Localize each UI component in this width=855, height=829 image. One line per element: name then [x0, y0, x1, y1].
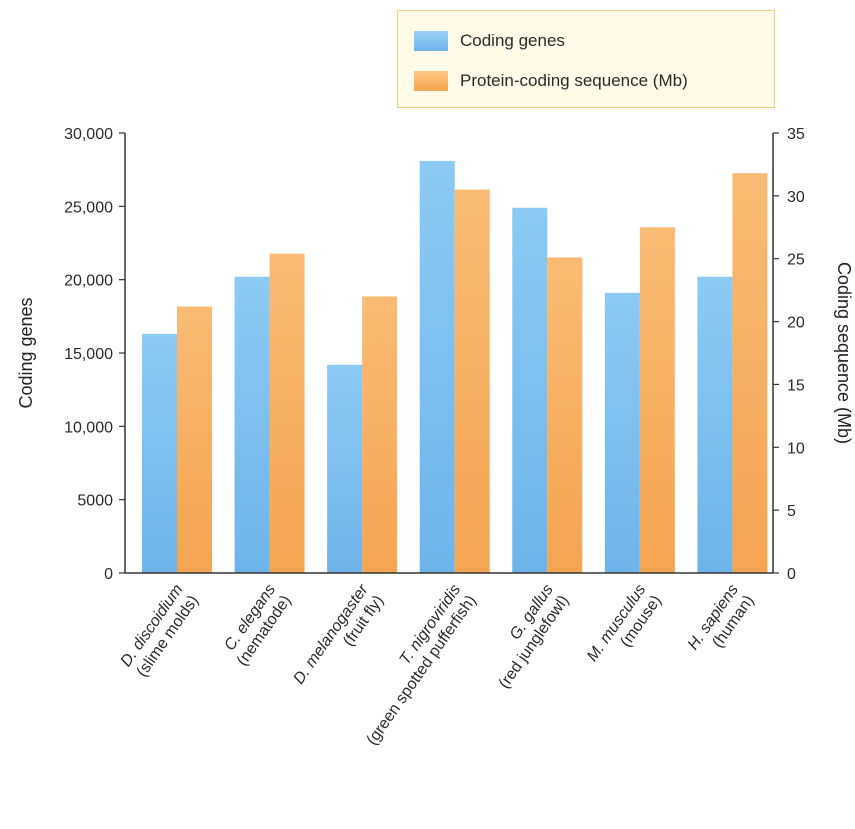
right-axis-title: Coding sequence (Mb)	[834, 262, 854, 444]
right-tick-label-0: 0	[787, 566, 796, 583]
category-label-text-1: C. elegans(nematode)	[218, 582, 294, 670]
legend-item-coding-sequence: Protein-coding sequence (Mb)	[414, 71, 688, 91]
category-label-text-5: M. musculus(mouse)	[584, 582, 665, 676]
left-tick-label-4: 20,000	[64, 273, 113, 290]
left-tick-label-3: 15,000	[64, 346, 113, 363]
legend-swatch-coding-sequence	[414, 71, 448, 91]
bar-coding-genes-2	[327, 364, 363, 573]
right-tick-label-2: 10	[787, 440, 805, 457]
bar-coding-sequence-0	[177, 306, 212, 573]
axes-group	[119, 132, 779, 574]
left-tick-label-0: 0	[104, 566, 113, 583]
category-label-5: M. musculus(mouse)	[584, 582, 665, 676]
left-axis-title: Coding genes	[16, 297, 36, 408]
bar-coding-genes-3	[419, 160, 455, 573]
right-tick-label-4: 20	[787, 315, 805, 332]
category-label-1: C. elegans(nematode)	[218, 582, 294, 670]
right-tick-label-7: 35	[787, 126, 805, 143]
legend-label-coding-sequence: Protein-coding sequence (Mb)	[460, 71, 688, 90]
left-tick-label-2: 10,000	[64, 419, 113, 436]
bar-coding-genes-4	[512, 207, 548, 574]
category-label-4: G. gallus(red junglefowl)	[480, 582, 573, 692]
legend: Coding genes Protein-coding sequence (Mb…	[397, 10, 775, 108]
category-label-text-6: H. sapiens(human)	[685, 582, 758, 665]
category-label-text-2: D. melanogaster(fruit fly)	[290, 581, 387, 698]
bar-coding-genes-5	[604, 292, 640, 573]
legend-swatch-coding-genes	[414, 31, 448, 51]
right-tick-label-6: 30	[787, 189, 805, 206]
bar-coding-sequence-3	[454, 189, 490, 574]
category-label-6: H. sapiens(human)	[685, 582, 758, 665]
bar-coding-genes-0	[142, 333, 177, 573]
right-tick-label-3: 15	[787, 377, 805, 394]
left-tick-label-5: 25,000	[64, 199, 113, 216]
legend-item-coding-genes: Coding genes	[414, 31, 565, 51]
right-tick-label-5: 25	[787, 252, 805, 269]
legend-label-coding-genes: Coding genes	[460, 31, 565, 50]
right-tick-label-1: 5	[787, 503, 796, 520]
bar-coding-sequence-5	[639, 227, 675, 574]
bar-coding-sequence-6	[732, 173, 768, 573]
bar-coding-genes-1	[234, 276, 270, 573]
bar-coding-sequence-2	[362, 296, 398, 573]
bar-coding-sequence-1	[269, 253, 305, 573]
category-label-2: D. melanogaster(fruit fly)	[290, 581, 387, 698]
category-label-text-0: D. discoidium(slime molds)	[118, 582, 203, 681]
bar-coding-sequence-4	[547, 257, 583, 573]
left-tick-label-1: 5000	[77, 493, 113, 510]
category-label-0: D. discoidium(slime molds)	[118, 582, 203, 681]
bars-group	[142, 160, 768, 574]
left-tick-label-6: 30,000	[64, 126, 113, 143]
bar-coding-genes-6	[697, 276, 733, 573]
category-common-3: (green spotted pufferfish)	[364, 592, 480, 748]
category-label-text-4: G. gallus(red junglefowl)	[480, 582, 572, 692]
